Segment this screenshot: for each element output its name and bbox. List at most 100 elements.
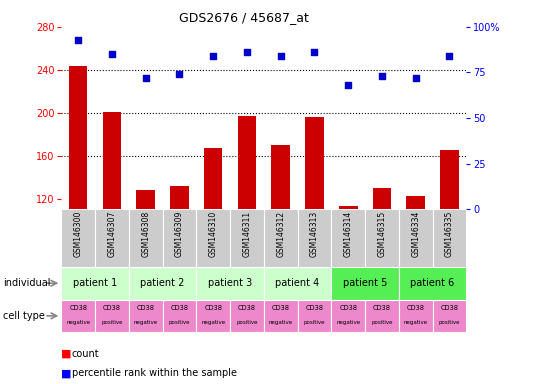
Bar bbox=[196, 267, 264, 300]
Text: negative: negative bbox=[403, 320, 428, 325]
Text: negative: negative bbox=[66, 320, 90, 325]
Text: positive: positive bbox=[101, 320, 123, 325]
Bar bbox=[433, 209, 466, 267]
Text: positive: positive bbox=[168, 320, 190, 325]
Point bbox=[243, 50, 251, 56]
Point bbox=[445, 53, 454, 59]
Bar bbox=[332, 300, 365, 332]
Text: ■: ■ bbox=[61, 368, 72, 378]
Text: negative: negative bbox=[336, 320, 360, 325]
Text: CD38: CD38 bbox=[440, 305, 458, 311]
Bar bbox=[332, 267, 399, 300]
Bar bbox=[129, 267, 196, 300]
Text: GSM146315: GSM146315 bbox=[377, 211, 386, 257]
Point bbox=[141, 75, 150, 81]
Text: GSM146335: GSM146335 bbox=[445, 211, 454, 257]
Text: GSM146312: GSM146312 bbox=[276, 211, 285, 257]
Text: GSM146313: GSM146313 bbox=[310, 211, 319, 257]
Text: CD38: CD38 bbox=[373, 305, 391, 311]
Bar bbox=[103, 112, 121, 327]
Text: cell type: cell type bbox=[3, 311, 45, 321]
Bar bbox=[332, 209, 365, 267]
Bar bbox=[196, 300, 230, 332]
Text: individual: individual bbox=[3, 278, 50, 288]
Bar bbox=[264, 300, 297, 332]
Text: patient 1: patient 1 bbox=[73, 278, 117, 288]
Bar bbox=[365, 209, 399, 267]
Bar bbox=[230, 209, 264, 267]
Bar bbox=[373, 188, 391, 327]
Bar bbox=[61, 267, 129, 300]
Point bbox=[411, 75, 420, 81]
Text: GSM146307: GSM146307 bbox=[108, 211, 116, 257]
Bar bbox=[170, 186, 189, 327]
Text: GSM146311: GSM146311 bbox=[243, 211, 252, 257]
Text: negative: negative bbox=[269, 320, 293, 325]
Text: negative: negative bbox=[134, 320, 158, 325]
Bar bbox=[399, 267, 466, 300]
Text: negative: negative bbox=[201, 320, 225, 325]
Bar bbox=[365, 300, 399, 332]
Point bbox=[175, 71, 184, 78]
Bar bbox=[95, 300, 129, 332]
Text: positive: positive bbox=[236, 320, 258, 325]
Text: positive: positive bbox=[304, 320, 325, 325]
Bar bbox=[339, 206, 358, 327]
Point bbox=[277, 53, 285, 59]
Bar bbox=[271, 145, 290, 327]
Text: patient 6: patient 6 bbox=[410, 278, 455, 288]
Text: GSM146310: GSM146310 bbox=[209, 211, 217, 257]
Bar bbox=[440, 150, 459, 327]
Bar bbox=[399, 300, 433, 332]
Bar bbox=[129, 209, 163, 267]
Bar bbox=[399, 209, 433, 267]
Text: positive: positive bbox=[371, 320, 393, 325]
Text: positive: positive bbox=[439, 320, 461, 325]
Point bbox=[74, 36, 83, 43]
Text: CD38: CD38 bbox=[238, 305, 256, 311]
Bar bbox=[196, 209, 230, 267]
Bar bbox=[297, 209, 332, 267]
Text: CD38: CD38 bbox=[204, 305, 222, 311]
Text: GSM146334: GSM146334 bbox=[411, 211, 420, 257]
Text: GSM146308: GSM146308 bbox=[141, 211, 150, 257]
Bar bbox=[163, 300, 196, 332]
Point bbox=[310, 50, 319, 56]
Text: patient 5: patient 5 bbox=[343, 278, 387, 288]
Text: CD38: CD38 bbox=[103, 305, 121, 311]
Bar bbox=[305, 117, 324, 327]
Text: patient 2: patient 2 bbox=[140, 278, 185, 288]
Bar bbox=[407, 196, 425, 327]
Bar bbox=[95, 209, 129, 267]
Bar bbox=[136, 190, 155, 327]
Text: GSM146309: GSM146309 bbox=[175, 211, 184, 257]
Text: patient 3: patient 3 bbox=[208, 278, 252, 288]
Bar bbox=[61, 209, 95, 267]
Title: GDS2676 / 45687_at: GDS2676 / 45687_at bbox=[179, 11, 309, 24]
Bar bbox=[129, 300, 163, 332]
Text: GSM146300: GSM146300 bbox=[74, 211, 83, 257]
Text: percentile rank within the sample: percentile rank within the sample bbox=[72, 368, 237, 378]
Text: count: count bbox=[72, 349, 100, 359]
Text: CD38: CD38 bbox=[171, 305, 189, 311]
Bar bbox=[61, 300, 95, 332]
Bar bbox=[163, 209, 196, 267]
Text: CD38: CD38 bbox=[305, 305, 324, 311]
Point bbox=[108, 51, 116, 57]
Bar bbox=[230, 300, 264, 332]
Text: GSM146314: GSM146314 bbox=[344, 211, 353, 257]
Text: CD38: CD38 bbox=[272, 305, 290, 311]
Bar bbox=[204, 148, 222, 327]
Bar bbox=[297, 300, 332, 332]
Bar bbox=[69, 66, 87, 327]
Bar bbox=[433, 300, 466, 332]
Point bbox=[344, 82, 352, 88]
Text: ■: ■ bbox=[61, 349, 72, 359]
Point bbox=[209, 53, 217, 59]
Bar bbox=[238, 116, 256, 327]
Text: CD38: CD38 bbox=[136, 305, 155, 311]
Text: CD38: CD38 bbox=[339, 305, 357, 311]
Bar bbox=[264, 267, 332, 300]
Text: CD38: CD38 bbox=[69, 305, 87, 311]
Bar bbox=[264, 209, 297, 267]
